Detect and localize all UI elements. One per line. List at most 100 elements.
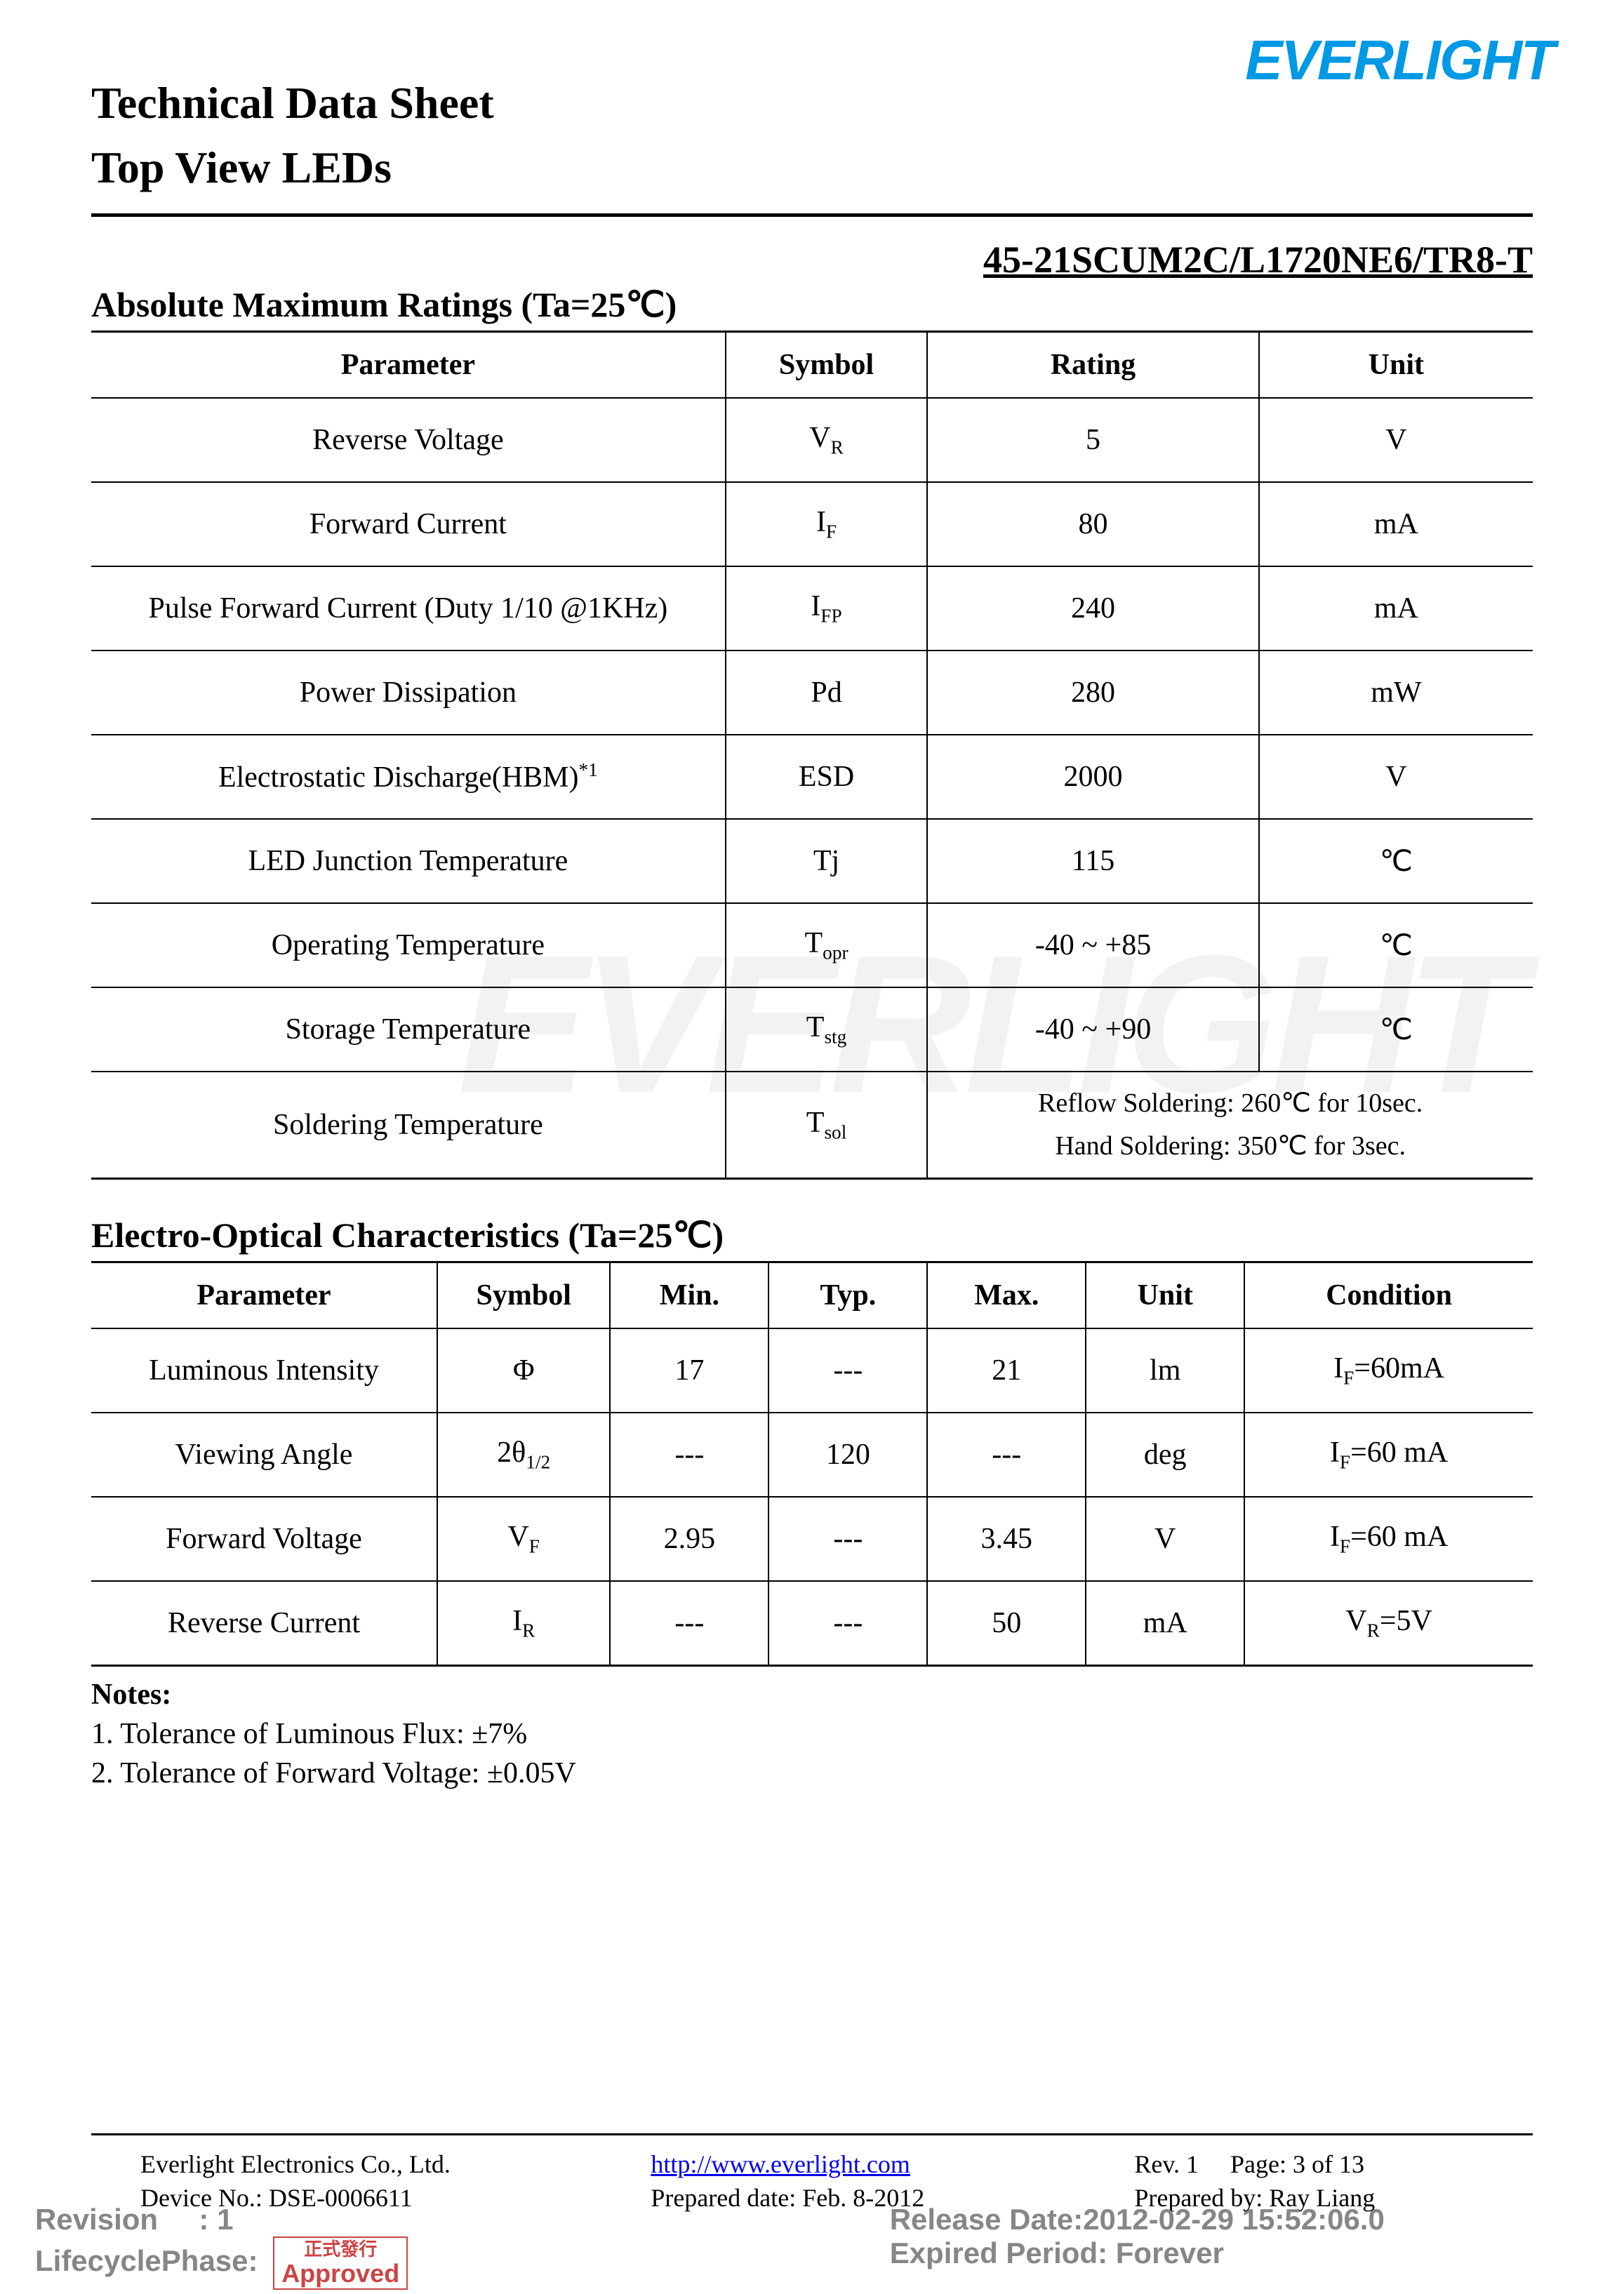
table-row: Pulse Forward Current (Duty 1/10 @1KHz)I… [91, 566, 1533, 651]
eoc-h-max: Max. [927, 1262, 1086, 1328]
amr-symbol: VR [726, 398, 928, 482]
part-number: 45-21SCUM2C/L1720NE6/TR8-T [91, 238, 1533, 281]
title-divider [91, 213, 1533, 217]
amr-symbol: Tstg [726, 987, 928, 1072]
amr-rating: -40 ~ +90 [927, 987, 1258, 1072]
notes-line-2: 2. Tolerance of Forward Voltage: ±0.05V [91, 1756, 1533, 1790]
eoc-h-parameter: Parameter [91, 1262, 437, 1328]
amr-symbol: ESD [726, 735, 928, 819]
eoc-param: Reverse Current [91, 1581, 437, 1666]
eoc-h-unit: Unit [1086, 1262, 1244, 1328]
amr-h-unit: Unit [1259, 332, 1533, 399]
eoc-h-typ: Typ. [768, 1262, 927, 1328]
amr-param: Operating Temperature [91, 903, 726, 987]
sys-release-date: Release Date:2012-02-29 15:52:06.0 [890, 2203, 1589, 2236]
amr-header-row: Parameter Symbol Rating Unit [91, 332, 1533, 399]
amr-param: Soldering Temperature [91, 1072, 726, 1178]
footer-rev: Rev. 1 [1134, 2150, 1199, 2178]
section-title-amr: Absolute Maximum Ratings (Ta=25℃) [91, 284, 1533, 325]
amr-unit: ℃ [1259, 819, 1533, 903]
amr-symbol: IF [726, 482, 928, 566]
eoc-table: Parameter Symbol Min. Typ. Max. Unit Con… [91, 1261, 1533, 1667]
amr-rating: 5 [927, 398, 1258, 482]
amr-unit: V [1259, 398, 1533, 482]
amr-param: Power Dissipation [91, 651, 726, 735]
eoc-h-symbol: Symbol [437, 1262, 610, 1328]
amr-symbol: Topr [726, 903, 928, 987]
amr-unit: mA [1259, 566, 1533, 651]
eoc-max: 3.45 [927, 1497, 1086, 1581]
brand-logo: EVERLIGHT [1245, 28, 1554, 93]
eoc-symbol: VF [437, 1497, 610, 1581]
eoc-symbol: Φ [437, 1328, 610, 1413]
amr-unit: mA [1259, 482, 1533, 566]
amr-h-symbol: Symbol [726, 332, 928, 399]
table-row: Soldering TemperatureTsolReflow Solderin… [91, 1072, 1533, 1178]
eoc-min: --- [610, 1413, 768, 1497]
amr-param: Reverse Voltage [91, 398, 726, 482]
amr-symbol: Tj [726, 819, 928, 903]
eoc-unit: mA [1086, 1581, 1244, 1666]
footer-url-link[interactable]: http://www.everlight.com [651, 2150, 910, 2178]
eoc-condition: IF=60 mA [1244, 1413, 1533, 1497]
eoc-typ: --- [768, 1497, 927, 1581]
doc-title-2: Top View LEDs [91, 142, 1533, 194]
section-title-eoc: Electro-Optical Characteristics (Ta=25℃) [91, 1215, 1533, 1255]
eoc-unit: deg [1086, 1413, 1244, 1497]
table-row: Forward VoltageVF2.95---3.45VIF=60 mA [91, 1497, 1533, 1581]
amr-h-rating: Rating [927, 332, 1258, 399]
eoc-unit: lm [1086, 1328, 1244, 1413]
amr-rating: 2000 [927, 735, 1258, 819]
eoc-param: Viewing Angle [91, 1413, 437, 1497]
sys-revision-value: : 1 [199, 2203, 233, 2236]
eoc-condition: IF=60mA [1244, 1328, 1533, 1413]
table-row: Forward CurrentIF80mA [91, 482, 1533, 566]
eoc-min: 17 [610, 1328, 768, 1413]
eoc-h-condition: Condition [1244, 1262, 1533, 1328]
amr-symbol: Tsol [726, 1072, 928, 1178]
table-row: Electrostatic Discharge(HBM)*1ESD2000V [91, 735, 1533, 819]
table-row: Viewing Angle2θ1/2---120---degIF=60 mA [91, 1413, 1533, 1497]
footer-page: Page: 3 of 13 [1230, 2150, 1364, 2178]
eoc-unit: V [1086, 1497, 1244, 1581]
amr-unit: V [1259, 735, 1533, 819]
amr-rating: 115 [927, 819, 1258, 903]
amr-symbol: IFP [726, 566, 928, 651]
amr-soldering-text: Reflow Soldering: 260℃ for 10sec.Hand So… [927, 1072, 1533, 1178]
stamp-cn-text: 正式發行 [281, 2239, 399, 2260]
eoc-param: Forward Voltage [91, 1497, 437, 1581]
amr-param: Electrostatic Discharge(HBM)*1 [91, 735, 726, 819]
amr-param: Forward Current [91, 482, 726, 566]
amr-param: LED Junction Temperature [91, 819, 726, 903]
amr-unit: ℃ [1259, 903, 1533, 987]
eoc-header-row: Parameter Symbol Min. Typ. Max. Unit Con… [91, 1262, 1533, 1328]
amr-rating: -40 ~ +85 [927, 903, 1258, 987]
eoc-min: 2.95 [610, 1497, 768, 1581]
stamp-en-text: Approved [281, 2259, 399, 2288]
amr-param: Pulse Forward Current (Duty 1/10 @1KHz) [91, 566, 726, 651]
table-row: Luminous IntensityΦ17---21lmIF=60mA [91, 1328, 1533, 1413]
eoc-condition: IF=60 mA [1244, 1497, 1533, 1581]
amr-unit: mW [1259, 651, 1533, 735]
eoc-max: 21 [927, 1328, 1086, 1413]
eoc-min: --- [610, 1581, 768, 1666]
amr-h-parameter: Parameter [91, 332, 726, 399]
table-row: Operating TemperatureTopr-40 ~ +85℃ [91, 903, 1533, 987]
amr-symbol: Pd [726, 651, 928, 735]
sys-revision-label: Revision [35, 2203, 158, 2236]
footer-company: Everlight Electronics Co., Ltd. [140, 2149, 651, 2179]
sys-expired: Expired Period: Forever [890, 2236, 1589, 2290]
table-row: Power DissipationPd280mW [91, 651, 1533, 735]
system-footer: Revision : 1 Release Date:2012-02-29 15:… [35, 2203, 1589, 2294]
table-row: Reverse CurrentIR------50mAVR=5V [91, 1581, 1533, 1666]
eoc-h-min: Min. [610, 1262, 768, 1328]
eoc-param: Luminous Intensity [91, 1328, 437, 1413]
eoc-typ: --- [768, 1581, 927, 1666]
eoc-condition: VR=5V [1244, 1581, 1533, 1666]
table-row: LED Junction TemperatureTj115℃ [91, 819, 1533, 903]
table-row: Reverse VoltageVR5V [91, 398, 1533, 482]
amr-unit: ℃ [1259, 987, 1533, 1072]
amr-rating: 240 [927, 566, 1258, 651]
notes-line-1: 1. Tolerance of Luminous Flux: ±7% [91, 1717, 1533, 1751]
eoc-typ: --- [768, 1328, 927, 1413]
